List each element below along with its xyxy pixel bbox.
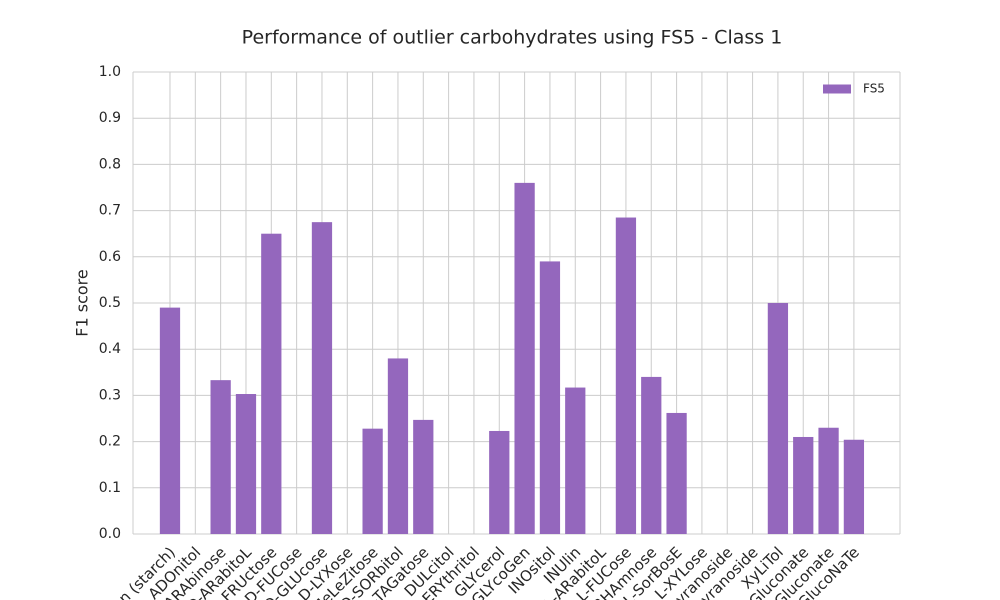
bar [539, 261, 561, 534]
y-tick-label: 0.3 [99, 387, 121, 403]
y-tick-label: 0.9 [99, 110, 121, 126]
bar [210, 380, 231, 534]
bar [311, 222, 333, 534]
y-tick-label: 0.1 [99, 480, 121, 496]
bar [641, 376, 662, 534]
y-tick-label: 0.5 [99, 295, 121, 311]
y-tick-label: 1.0 [99, 64, 121, 80]
y-tick-label: 0.4 [99, 341, 121, 357]
bar [615, 217, 637, 534]
legend-label: FS5 [863, 82, 885, 96]
bar [793, 436, 814, 534]
y-tick-label: 0.0 [99, 526, 121, 542]
bar [387, 358, 409, 534]
y-tick-label: 0.8 [99, 156, 121, 172]
bar [489, 430, 510, 534]
bar [413, 419, 434, 534]
bar [767, 303, 789, 534]
y-axis-label: F1 score [73, 269, 92, 336]
bar [159, 307, 181, 534]
y-tick-label: 0.6 [99, 249, 121, 265]
bar [261, 233, 282, 534]
chart-title: Performance of outlier carbohydrates usi… [242, 27, 783, 49]
y-tick-label: 0.2 [99, 434, 121, 450]
bar [843, 439, 865, 534]
bar [818, 427, 839, 534]
bar [362, 428, 383, 534]
bar [666, 412, 687, 534]
legend-swatch [823, 84, 851, 94]
bar [514, 182, 535, 534]
bar [565, 387, 586, 534]
y-tick-label: 0.7 [99, 203, 121, 219]
bar [235, 394, 257, 534]
